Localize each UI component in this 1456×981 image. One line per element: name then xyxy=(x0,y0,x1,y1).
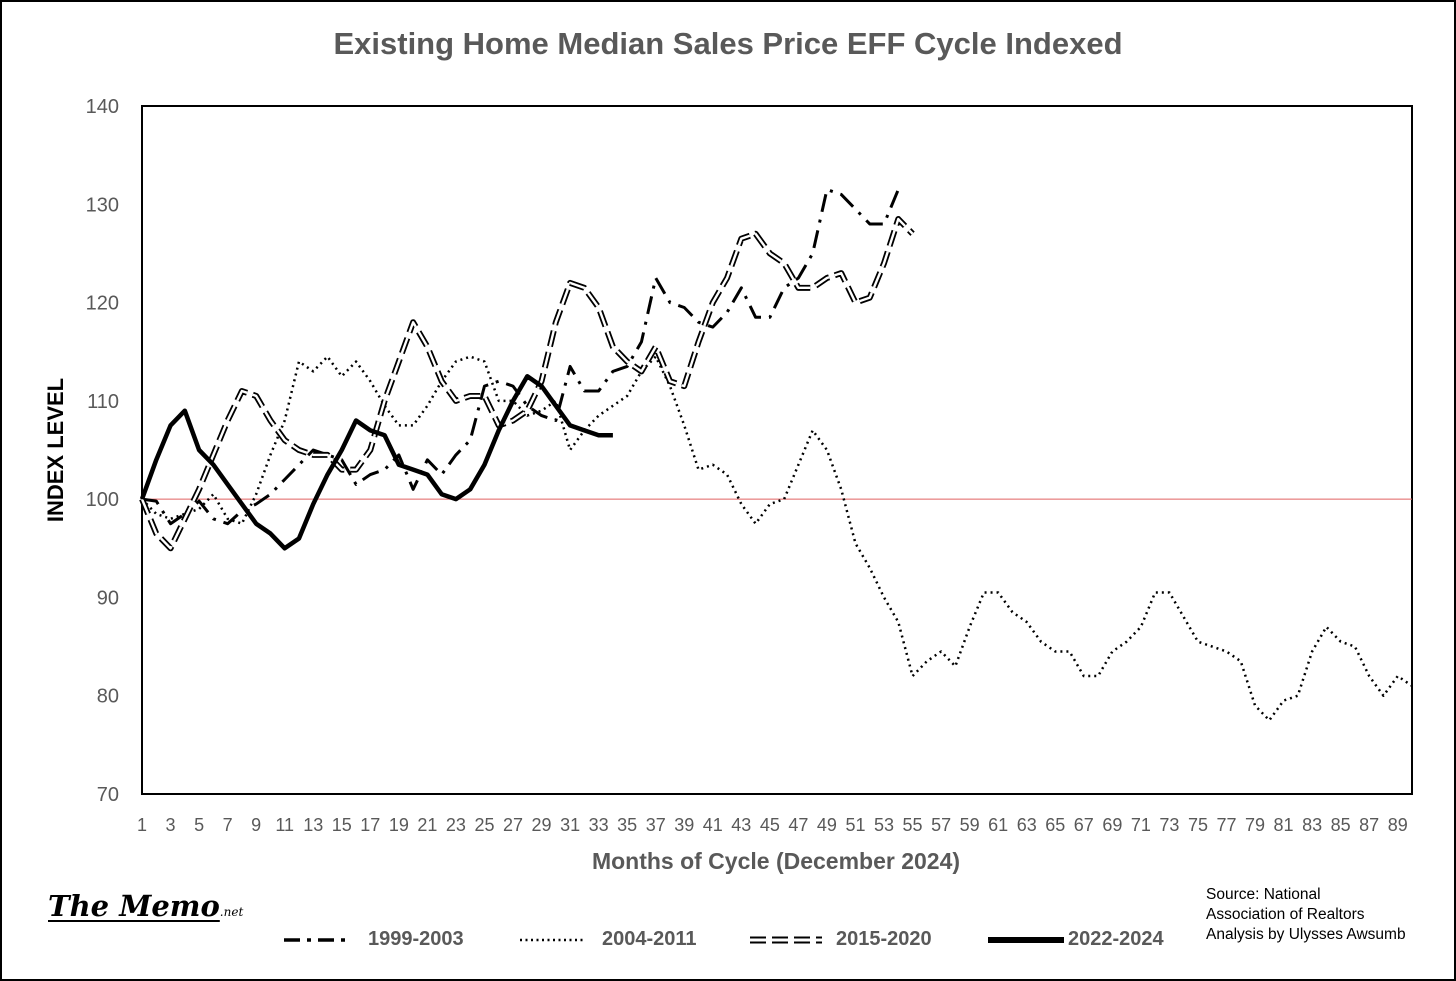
x-tick-label: 9 xyxy=(251,815,261,835)
x-tick-label: 87 xyxy=(1359,815,1379,835)
series-line-2004-2011 xyxy=(141,355,1413,722)
x-tick-label: 11 xyxy=(275,815,294,835)
x-tick-label: 1 xyxy=(137,815,147,835)
y-tick-label: 110 xyxy=(87,391,119,413)
x-tick-label: 37 xyxy=(646,815,666,835)
x-tick-label: 25 xyxy=(474,815,494,835)
x-tick-label: 57 xyxy=(931,815,951,835)
chart-title: Existing Home Median Sales Price EFF Cyc… xyxy=(333,26,1123,61)
y-tick-label: 90 xyxy=(97,587,119,609)
y-tick-label: 120 xyxy=(86,293,119,315)
x-tick-label: 27 xyxy=(503,815,523,835)
the-memo-logo: The Memo.net xyxy=(48,889,243,923)
x-tick-label: 83 xyxy=(1302,815,1322,835)
x-tick-label: 41 xyxy=(703,815,723,835)
plot-area xyxy=(141,105,1413,795)
x-tick-label: 13 xyxy=(303,815,323,835)
series-2015-2020 xyxy=(139,216,915,552)
x-tick-label: 67 xyxy=(1074,815,1094,835)
x-tick-label: 17 xyxy=(360,815,380,835)
x-tick-label: 61 xyxy=(988,815,1008,835)
x-tick-label: 39 xyxy=(674,815,694,835)
legend-swatch-solid xyxy=(988,937,1064,943)
x-tick-label: 77 xyxy=(1216,815,1236,835)
x-tick-label: 19 xyxy=(389,815,409,835)
series-2022-2024 xyxy=(139,374,613,551)
x-axis-title: Months of Cycle (December 2024) xyxy=(591,848,961,874)
x-tick-label: 63 xyxy=(1017,815,1037,835)
x-tick-label: 45 xyxy=(760,815,780,835)
y-tick-label: 140 xyxy=(86,96,119,118)
series-1999-2003 xyxy=(141,188,900,526)
y-tick-label: 100 xyxy=(86,489,119,511)
x-tick-labels: 1 3 5 7 9 11 13 15 17 19 21 23 25 27 29 31 33 35 37 39 41 43 4… xyxy=(137,815,1408,835)
y-tick-labels: 70 80 90 100 110 120 130 140 xyxy=(86,96,119,806)
x-tick-label: 29 xyxy=(532,815,552,835)
x-tick-label: 71 xyxy=(1131,815,1151,835)
series-2004-2011 xyxy=(141,355,1413,722)
y-tick-label: 130 xyxy=(86,194,119,216)
x-tick-label: 33 xyxy=(589,815,609,835)
source-note: Source: National Association of Realtors… xyxy=(1206,885,1406,945)
x-tick-label: 75 xyxy=(1188,815,1208,835)
source-line-2: Association of Realtors xyxy=(1206,906,1365,923)
x-tick-label: 35 xyxy=(617,815,637,835)
series-line-2015-2020-inner xyxy=(140,217,914,550)
x-tick-label: 15 xyxy=(332,815,352,835)
y-tick-label: 80 xyxy=(97,686,119,708)
x-tick-label: 69 xyxy=(1102,815,1122,835)
x-tick-label: 3 xyxy=(166,815,176,835)
x-tick-label: 89 xyxy=(1388,815,1408,835)
legend-label-2015-2020: 2015-2020 xyxy=(836,928,932,950)
x-tick-label: 79 xyxy=(1245,815,1265,835)
source-line-1: Source: National xyxy=(1206,886,1321,903)
x-tick-label: 85 xyxy=(1331,815,1351,835)
y-tick-label: 70 xyxy=(97,784,119,806)
x-tick-label: 59 xyxy=(960,815,980,835)
series-line-1999-2003 xyxy=(141,188,900,526)
legend-swatch-dotted xyxy=(520,938,586,942)
legend-swatch-dash-dot xyxy=(284,938,348,942)
x-tick-label: 81 xyxy=(1274,815,1294,835)
series-line-2022-2024 xyxy=(139,374,613,551)
logo-main: The Memo xyxy=(48,889,220,923)
x-tick-label: 23 xyxy=(446,815,466,835)
x-tick-label: 5 xyxy=(194,815,204,835)
x-tick-label: 43 xyxy=(731,815,751,835)
x-tick-label: 21 xyxy=(417,815,437,835)
x-tick-label: 49 xyxy=(817,815,837,835)
source-line-3: Analysis by Ulysses Awsumb xyxy=(1206,926,1406,943)
legend-label-1999-2003: 1999-2003 xyxy=(368,928,464,950)
x-tick-label: 73 xyxy=(1159,815,1179,835)
x-tick-label: 65 xyxy=(1045,815,1065,835)
x-tick-label: 47 xyxy=(788,815,808,835)
legend-swatch-double-dash xyxy=(750,936,822,944)
series-layer xyxy=(139,188,1413,722)
x-tick-label: 53 xyxy=(874,815,894,835)
logo-suffix: .net xyxy=(219,905,244,919)
legend-label-2004-2011: 2004-2011 xyxy=(602,928,697,950)
x-tick-label: 51 xyxy=(845,815,865,835)
x-tick-label: 55 xyxy=(903,815,923,835)
x-tick-label: 31 xyxy=(560,815,580,835)
x-tick-label: 7 xyxy=(223,815,233,835)
y-axis-title: INDEX LEVEL xyxy=(43,377,68,523)
legend-label-2022-2024: 2022-2024 xyxy=(1068,928,1164,950)
